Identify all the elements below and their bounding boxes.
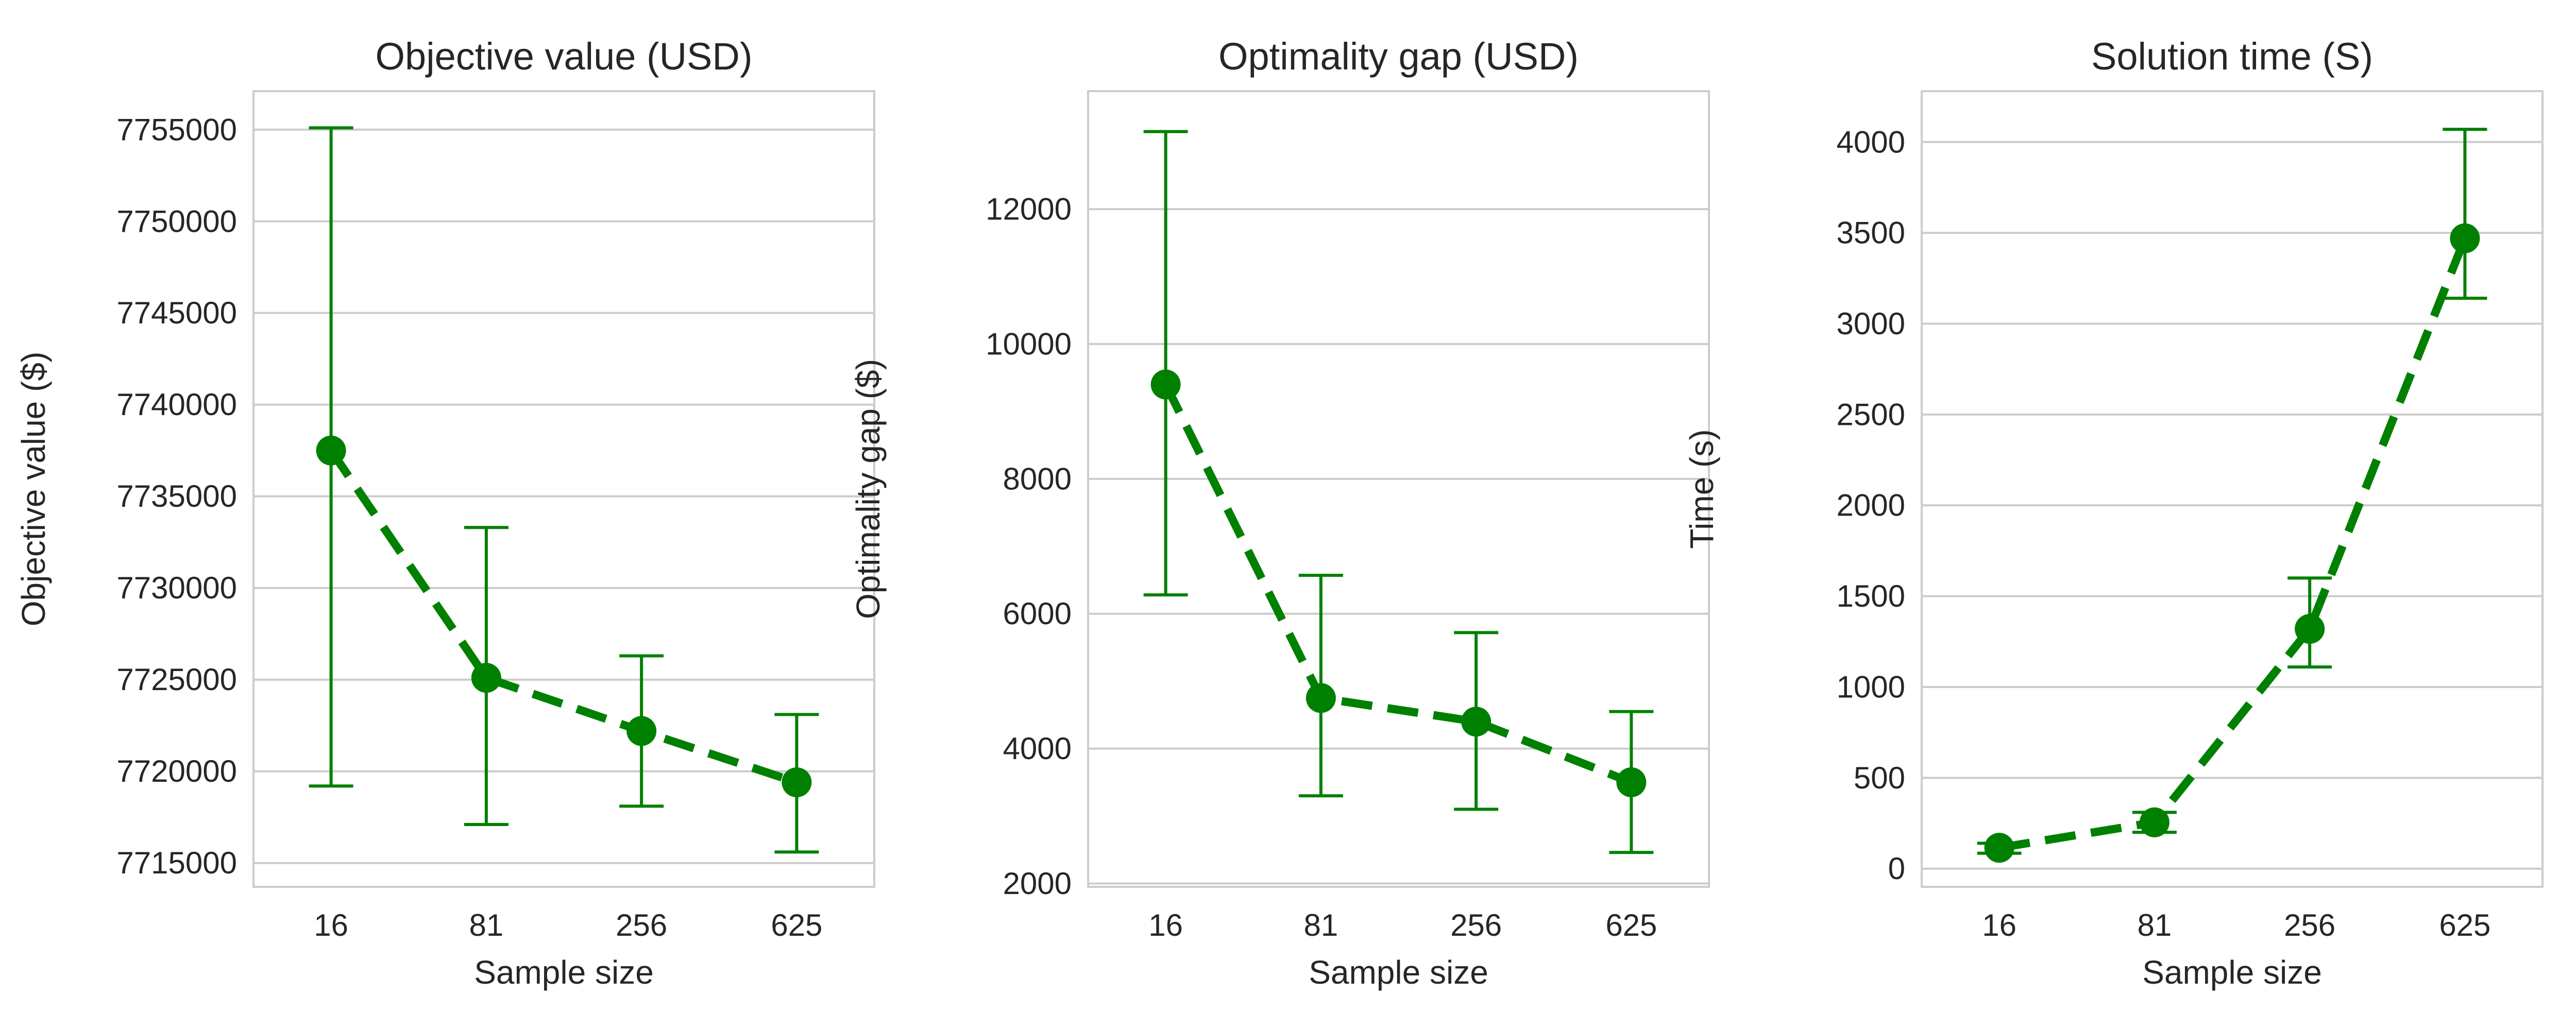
x-tick-label: 16	[1148, 908, 1183, 942]
data-point	[782, 767, 812, 798]
series-line	[1998, 236, 2469, 852]
series-line	[1162, 383, 1633, 786]
chart-title: Solution time (S)	[2091, 35, 2373, 78]
x-tick-label: 256	[616, 908, 667, 942]
x-axis-label: Sample size	[2142, 954, 2322, 991]
y-tick-label: 2000	[1003, 866, 1072, 901]
x-tick-label: 625	[771, 908, 822, 942]
y-tick-label: 0	[1888, 851, 1905, 886]
y-tick-label: 4000	[1837, 125, 1905, 159]
data-point	[1150, 369, 1181, 400]
series-1	[1143, 130, 1654, 854]
y-tick-label: 7750000	[116, 204, 237, 238]
y-tick-label: 2500	[1837, 397, 1905, 432]
y-tick-label: 6000	[1003, 596, 1072, 631]
y-axis-label: Optimality gap ($)	[850, 359, 887, 619]
chart-title: Optimality gap (USD)	[1218, 35, 1579, 78]
series-1	[309, 126, 819, 854]
x-tick-label: 625	[1605, 908, 1657, 942]
data-point	[471, 663, 501, 693]
y-axis-label: Time (s)	[1683, 429, 1720, 548]
data-point	[316, 435, 346, 466]
y-tick-label: 7725000	[116, 662, 237, 697]
chart-title: Objective value (USD)	[375, 35, 752, 78]
x-axis-label: Sample size	[1309, 954, 1488, 991]
y-tick-label: 7715000	[116, 846, 237, 880]
chart-panel-2: 2000 4000 6000 8000 10000 12000 16 81 256 625 Opti…	[850, 35, 1710, 991]
x-tick-label: 81	[469, 908, 504, 942]
plot-frame	[1921, 90, 2544, 888]
y-tick-label: 8000	[1003, 461, 1072, 496]
y-tick-label: 7720000	[116, 754, 237, 788]
x-tick-label: 81	[1304, 908, 1338, 942]
x-tick-label: 256	[2284, 908, 2335, 942]
y-tick-label: 7730000	[116, 571, 237, 605]
series-1	[1977, 128, 2487, 863]
y-tick-label: 1000	[1837, 670, 1905, 704]
y-tick-label: 500	[1854, 761, 1905, 795]
data-point	[1984, 833, 2014, 863]
plot-frame	[1087, 90, 1710, 888]
data-point	[2450, 223, 2480, 253]
chart-panel-1: 7715000 7720000 7725000 7730000 7735000 77400…	[15, 35, 875, 991]
data-point	[1306, 683, 1336, 713]
data-point	[1616, 767, 1647, 798]
y-tick-label: 3000	[1837, 306, 1905, 341]
y-axis-label: Objective value ($)	[15, 352, 52, 627]
y-tick-label: 10000	[986, 327, 1072, 361]
x-tick-label: 625	[2439, 908, 2490, 942]
x-tick-label: 256	[1450, 908, 1502, 942]
x-tick-label: 81	[2138, 908, 2172, 942]
y-tick-label: 3500	[1837, 216, 1905, 250]
y-tick-label: 2000	[1837, 488, 1905, 523]
chart-panel-3: 0 500 1000 1500 2000 2500 3000 3500 4000 16 81 256 6…	[1683, 35, 2544, 991]
y-tick-label: 7735000	[116, 479, 237, 513]
y-tick-label: 7755000	[116, 112, 237, 147]
y-tick-label: 4000	[1003, 731, 1072, 766]
x-axis-label: Sample size	[474, 954, 654, 991]
x-tick-label: 16	[1982, 908, 2016, 942]
y-tick-label: 12000	[986, 192, 1072, 227]
data-point	[2139, 807, 2170, 837]
y-tick-label: 7740000	[116, 387, 237, 422]
y-tick-label: 7745000	[116, 296, 237, 330]
plot-frame	[252, 90, 875, 888]
data-point	[626, 716, 657, 746]
data-point	[2295, 614, 2325, 644]
data-point	[1461, 707, 1492, 737]
series-line	[328, 448, 798, 786]
x-tick-label: 16	[314, 908, 348, 942]
y-tick-label: 1500	[1837, 579, 1905, 613]
